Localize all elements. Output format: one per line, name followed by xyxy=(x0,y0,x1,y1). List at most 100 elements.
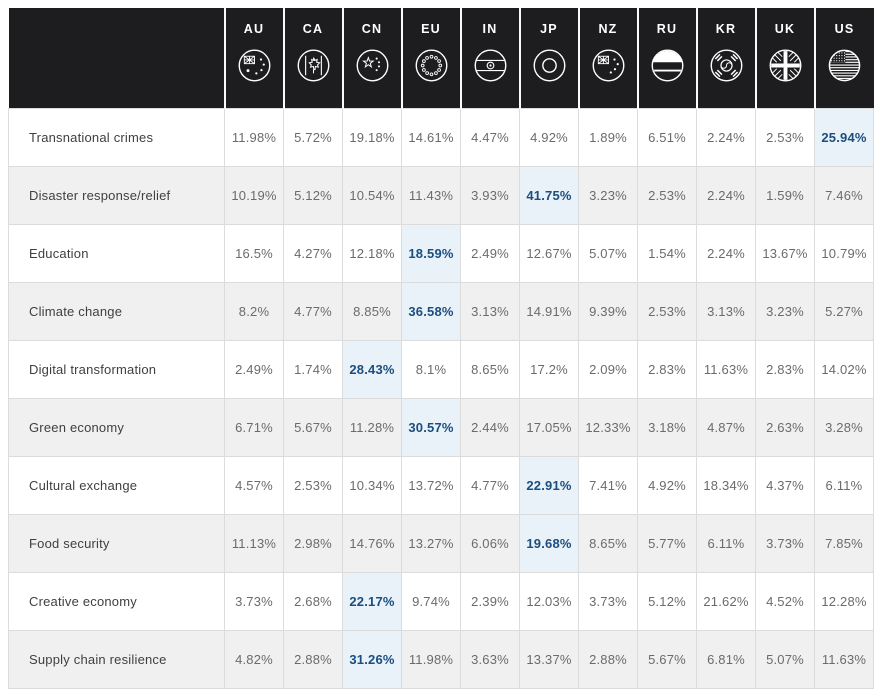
australia-flag-icon xyxy=(236,47,273,84)
value-cell-au: 6.71% xyxy=(224,397,284,457)
column-header-kr: KR xyxy=(695,8,756,108)
row-label: Creative economy xyxy=(8,571,225,631)
value-cell-au: 10.19% xyxy=(224,165,284,225)
table-row: Creative economy 3.73% 2.68% 22.17% 9.74% 2.3… xyxy=(8,571,874,631)
country-code-label: KR xyxy=(715,22,737,36)
value-cell-uk: 2.53% xyxy=(755,107,815,167)
value-cell-ru: 4.92% xyxy=(637,455,697,515)
value-cell-in: 2.39% xyxy=(460,571,520,631)
value-cell-in: 8.65% xyxy=(460,339,520,399)
value-cell-jp: 19.68% xyxy=(519,513,579,573)
value-cell-in: 4.77% xyxy=(460,455,520,515)
value-cell-in: 2.49% xyxy=(460,223,520,283)
column-header-uk: UK xyxy=(754,8,815,108)
value-cell-in: 4.47% xyxy=(460,107,520,167)
value-cell-eu: 36.58% xyxy=(401,281,461,341)
value-cell-jp: 4.92% xyxy=(519,107,579,167)
row-label: Transnational crimes xyxy=(8,107,225,167)
row-label: Disaster response/relief xyxy=(8,165,225,225)
table-row: Green economy 6.71% 5.67% 11.28% 30.57% 2.44%… xyxy=(8,397,874,457)
value-cell-uk: 13.67% xyxy=(755,223,815,283)
us-flag-icon xyxy=(826,47,863,84)
value-cell-us: 3.28% xyxy=(814,397,874,457)
value-cell-uk: 4.52% xyxy=(755,571,815,631)
table-row: Transnational crimes 11.98% 5.72% 19.18% 14.… xyxy=(8,107,874,167)
value-cell-nz: 7.41% xyxy=(578,455,638,515)
table-row: Digital transformation 2.49% 1.74% 28.43% 8.… xyxy=(8,339,874,399)
value-cell-us: 5.27% xyxy=(814,281,874,341)
value-cell-jp: 17.05% xyxy=(519,397,579,457)
table-row: Climate change 8.2% 4.77% 8.85% 36.58% 3.13% 1… xyxy=(8,281,874,341)
row-label: Education xyxy=(8,223,225,283)
value-cell-nz: 1.89% xyxy=(578,107,638,167)
value-cell-nz: 9.39% xyxy=(578,281,638,341)
value-cell-uk: 5.07% xyxy=(755,629,815,689)
value-cell-uk: 3.23% xyxy=(755,281,815,341)
canada-flag-icon xyxy=(295,47,332,84)
row-label: Digital transformation xyxy=(8,339,225,399)
value-cell-us: 14.02% xyxy=(814,339,874,399)
value-cell-ca: 2.68% xyxy=(283,571,343,631)
value-cell-jp: 12.67% xyxy=(519,223,579,283)
value-cell-kr: 11.63% xyxy=(696,339,756,399)
value-cell-kr: 2.24% xyxy=(696,223,756,283)
value-cell-in: 6.06% xyxy=(460,513,520,573)
table-row: Education 16.5% 4.27% 12.18% 18.59% 2.49% 12.6… xyxy=(8,223,874,283)
country-code-label: CN xyxy=(361,22,383,36)
value-cell-cn: 19.18% xyxy=(342,107,402,167)
value-cell-ca: 2.88% xyxy=(283,629,343,689)
value-cell-ru: 3.18% xyxy=(637,397,697,457)
value-cell-jp: 41.75% xyxy=(519,165,579,225)
value-cell-nz: 5.07% xyxy=(578,223,638,283)
india-flag-icon xyxy=(472,47,509,84)
value-cell-us: 10.79% xyxy=(814,223,874,283)
value-cell-ca: 1.74% xyxy=(283,339,343,399)
value-cell-ca: 5.72% xyxy=(283,107,343,167)
value-cell-ru: 5.12% xyxy=(637,571,697,631)
value-cell-nz: 8.65% xyxy=(578,513,638,573)
value-cell-uk: 2.63% xyxy=(755,397,815,457)
value-cell-in: 3.63% xyxy=(460,629,520,689)
value-cell-cn: 8.85% xyxy=(342,281,402,341)
uk-flag-icon xyxy=(767,47,804,84)
value-cell-nz: 12.33% xyxy=(578,397,638,457)
value-cell-eu: 18.59% xyxy=(401,223,461,283)
country-topic-matrix: AU CA CN EU IN JP NZ RU KR UK US Transnational cri… xyxy=(8,8,874,689)
value-cell-in: 2.44% xyxy=(460,397,520,457)
value-cell-cn: 14.76% xyxy=(342,513,402,573)
value-cell-cn: 28.43% xyxy=(342,339,402,399)
value-cell-eu: 11.43% xyxy=(401,165,461,225)
value-cell-eu: 11.98% xyxy=(401,629,461,689)
value-cell-eu: 30.57% xyxy=(401,397,461,457)
value-cell-jp: 22.91% xyxy=(519,455,579,515)
value-cell-kr: 21.62% xyxy=(696,571,756,631)
row-label: Cultural exchange xyxy=(8,455,225,515)
header-row: AU CA CN EU IN JP NZ RU KR UK US xyxy=(8,8,874,108)
table-header: AU CA CN EU IN JP NZ RU KR UK US xyxy=(8,8,874,108)
country-code-label: AU xyxy=(243,22,265,36)
row-label: Green economy xyxy=(8,397,225,457)
value-cell-us: 7.85% xyxy=(814,513,874,573)
value-cell-ru: 2.83% xyxy=(637,339,697,399)
value-cell-cn: 31.26% xyxy=(342,629,402,689)
table-row: Food security 11.13% 2.98% 14.76% 13.27% 6.06… xyxy=(8,513,874,573)
value-cell-eu: 13.72% xyxy=(401,455,461,515)
country-code-label: JP xyxy=(540,22,558,36)
column-header-us: US xyxy=(813,8,874,108)
value-cell-kr: 4.87% xyxy=(696,397,756,457)
value-cell-kr: 2.24% xyxy=(696,107,756,167)
country-code-label: EU xyxy=(421,22,441,36)
value-cell-in: 3.13% xyxy=(460,281,520,341)
column-header-ca: CA xyxy=(282,8,343,108)
value-cell-uk: 4.37% xyxy=(755,455,815,515)
value-cell-cn: 10.54% xyxy=(342,165,402,225)
country-code-label: UK xyxy=(774,22,796,36)
value-cell-kr: 2.24% xyxy=(696,165,756,225)
value-cell-uk: 3.73% xyxy=(755,513,815,573)
column-header-in: IN xyxy=(459,8,520,108)
south-korea-flag-icon xyxy=(708,47,745,84)
value-cell-jp: 12.03% xyxy=(519,571,579,631)
value-cell-ru: 1.54% xyxy=(637,223,697,283)
country-code-label: IN xyxy=(482,22,498,36)
value-cell-us: 25.94% xyxy=(814,107,874,167)
